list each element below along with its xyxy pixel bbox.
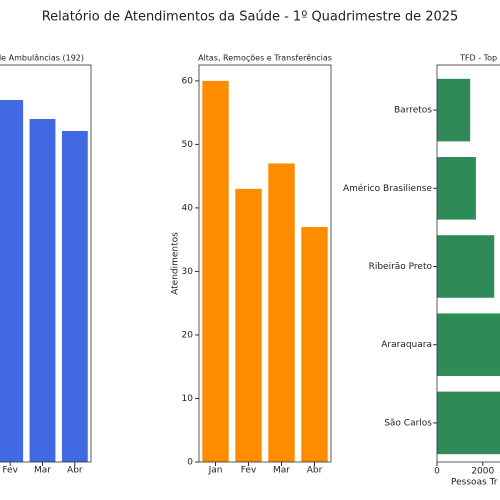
axes-frame — [198, 64, 332, 463]
bar — [29, 119, 56, 462]
figure-title: Relatório de Atendimentos da Saúde - 1º … — [42, 10, 459, 25]
y-tick-label: Américo Brasiliense — [343, 183, 432, 194]
x-tick-label: Abr — [307, 466, 323, 476]
bar — [437, 157, 476, 220]
x-tick-label: Abr — [67, 466, 83, 476]
x-tick-label: Mar — [34, 466, 51, 476]
bar — [0, 100, 24, 462]
x-tick-label: Fev — [2, 466, 18, 476]
subplot-title: de Ambulâncias (192) — [0, 54, 84, 63]
bar — [268, 163, 295, 462]
subplot-title: TFD - Top — [459, 54, 497, 63]
bar — [202, 80, 229, 462]
bar — [235, 188, 262, 462]
x-tick-label: 0 — [434, 467, 440, 477]
axes-frame — [436, 64, 500, 463]
bar — [437, 78, 471, 142]
y-tick-label: Barretos — [394, 106, 432, 116]
axes-frame — [0, 64, 92, 463]
y-axis-label: Atendimentos — [171, 232, 181, 295]
bar — [437, 313, 500, 376]
subplot-title: Altas, Remoções e Transferências — [198, 53, 332, 63]
y-tick-label: 20 — [182, 330, 194, 340]
bar — [437, 391, 500, 455]
y-tick-label: 50 — [182, 140, 194, 150]
bar — [61, 131, 88, 462]
y-tick-label: 60 — [182, 76, 194, 86]
y-tick-label: 30 — [182, 267, 194, 277]
y-tick-label: 40 — [182, 203, 194, 213]
y-tick-label: 0 — [187, 458, 193, 468]
bar — [301, 226, 328, 462]
y-tick-label: Araraquara — [381, 340, 432, 350]
x-tick-label: Mar — [273, 466, 290, 476]
y-tick-label: 10 — [182, 394, 194, 404]
x-tick-label: Fev — [241, 466, 257, 476]
y-tick-label: Ribeirão Preto — [369, 262, 433, 272]
x-tick-label: 2000 — [471, 467, 494, 477]
bar — [437, 235, 495, 298]
y-tick-label: São Carlos — [384, 418, 432, 428]
x-axis-label: Pessoas Tr — [451, 478, 498, 488]
x-tick-label: Jan — [208, 466, 223, 476]
